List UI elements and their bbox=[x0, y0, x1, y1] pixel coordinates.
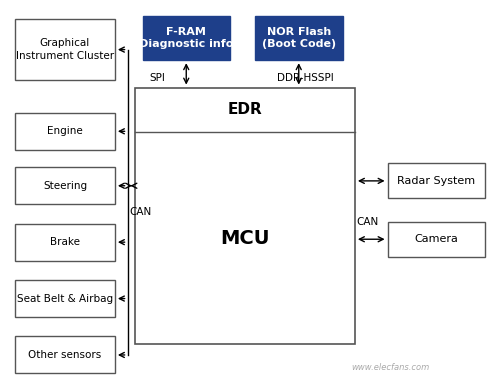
Text: CAN: CAN bbox=[356, 217, 379, 227]
Text: EDR: EDR bbox=[228, 102, 262, 117]
Text: F-RAM
(Diagnostic info): F-RAM (Diagnostic info) bbox=[134, 27, 238, 49]
Text: CAN: CAN bbox=[129, 207, 151, 217]
Text: Seat Belt & Airbag: Seat Belt & Airbag bbox=[17, 294, 113, 303]
Text: Radar System: Radar System bbox=[397, 176, 475, 186]
Text: DDR-HSSPI: DDR-HSSPI bbox=[278, 73, 334, 83]
Text: NOR Flash
(Boot Code): NOR Flash (Boot Code) bbox=[262, 27, 336, 49]
Text: Brake: Brake bbox=[50, 237, 80, 247]
Text: Steering: Steering bbox=[43, 181, 87, 191]
Text: Other sensors: Other sensors bbox=[28, 350, 102, 360]
FancyBboxPatch shape bbox=[15, 336, 115, 373]
FancyBboxPatch shape bbox=[15, 280, 115, 317]
Text: Camera: Camera bbox=[414, 234, 458, 244]
FancyBboxPatch shape bbox=[255, 16, 342, 60]
FancyBboxPatch shape bbox=[15, 224, 115, 261]
Text: Graphical
Instrument Cluster: Graphical Instrument Cluster bbox=[16, 39, 114, 61]
FancyBboxPatch shape bbox=[135, 88, 355, 344]
FancyBboxPatch shape bbox=[15, 167, 115, 204]
FancyBboxPatch shape bbox=[15, 113, 115, 150]
Text: www.elecfans.com: www.elecfans.com bbox=[351, 363, 429, 372]
FancyBboxPatch shape bbox=[142, 16, 230, 60]
Text: MCU: MCU bbox=[220, 229, 270, 248]
FancyBboxPatch shape bbox=[15, 19, 115, 80]
FancyBboxPatch shape bbox=[388, 163, 485, 198]
Text: SPI: SPI bbox=[149, 73, 165, 83]
FancyBboxPatch shape bbox=[388, 222, 485, 257]
Text: Engine: Engine bbox=[47, 126, 83, 136]
